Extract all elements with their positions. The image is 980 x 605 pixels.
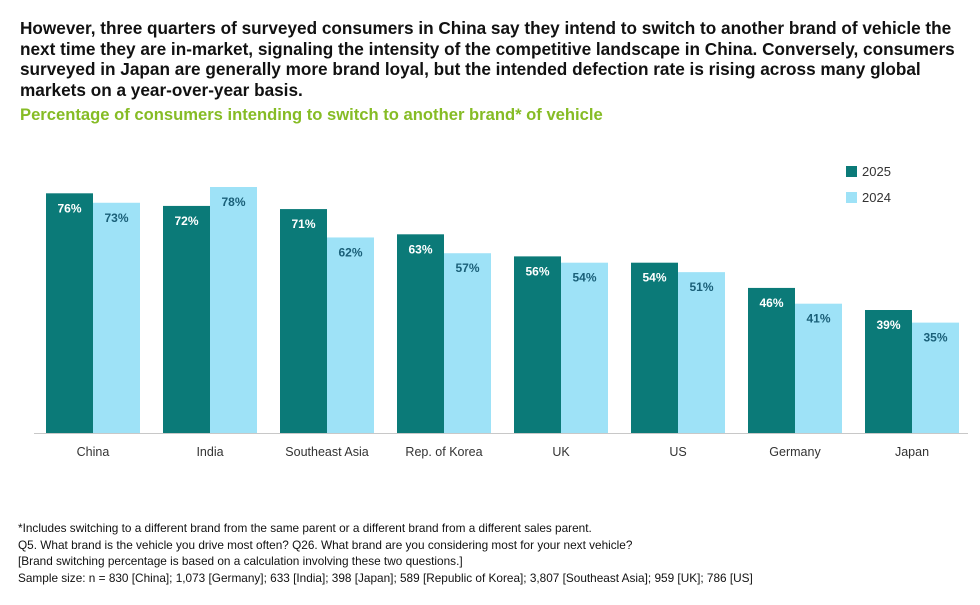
footnotes: *Includes switching to a different brand… xyxy=(18,520,968,586)
footnote-calculation: [Brand switching percentage is based on … xyxy=(18,554,463,568)
data-label-2024-india: 78% xyxy=(221,195,245,209)
bar-2025-india xyxy=(163,205,210,433)
bar-2024-japan xyxy=(912,322,959,433)
chart-subtitle: Percentage of consumers intending to swi… xyxy=(20,105,603,124)
data-label-2024-china: 73% xyxy=(104,211,128,225)
data-label-2025-india: 72% xyxy=(174,214,198,228)
bar-2024-southeast-asia xyxy=(327,237,374,433)
data-label-2024-uk: 54% xyxy=(572,271,596,285)
bar-2025-us xyxy=(631,262,678,433)
bar-2024-china xyxy=(93,202,140,433)
x-tick-china: China xyxy=(77,445,110,459)
data-label-2025-china: 76% xyxy=(57,201,81,215)
bar-chart: 76% 73% 72% 78% 71% 62% 63% 57% 56% 54% 54% 51% 46% 4… xyxy=(34,164,968,459)
data-label-2024-rep-of-korea: 57% xyxy=(455,261,479,275)
bar-2025-uk xyxy=(514,256,561,433)
headline: However, three quarters of surveyed cons… xyxy=(20,18,955,100)
x-tick-japan: Japan xyxy=(895,445,929,459)
data-label-2025-japan: 39% xyxy=(876,318,900,332)
bar-2024-rep-of-korea xyxy=(444,253,491,433)
x-tick-southeast-asia: Southeast Asia xyxy=(285,445,368,459)
data-label-2025-southeast-asia: 71% xyxy=(291,217,315,231)
bar-2025-southeast-asia xyxy=(280,209,327,433)
footnote-questions: Q5. What brand is the vehicle you drive … xyxy=(18,537,633,552)
bar-2024-germany xyxy=(795,303,842,433)
footnote-asterisk: *Includes switching to a different brand… xyxy=(18,521,592,535)
bars-group xyxy=(46,187,959,433)
legend-label-2024: 2024 xyxy=(862,190,891,205)
legend: 2025 2024 xyxy=(846,164,891,205)
data-label-2024-japan: 35% xyxy=(923,331,947,345)
data-label-2024-germany: 41% xyxy=(806,312,830,326)
legend-swatch-2024 xyxy=(846,192,857,203)
data-label-2025-us: 54% xyxy=(642,271,666,285)
data-label-2024-southeast-asia: 62% xyxy=(338,245,362,259)
legend-swatch-2025 xyxy=(846,166,857,177)
data-label-2024-us: 51% xyxy=(689,280,713,294)
bar-2024-uk xyxy=(561,262,608,433)
footnote-sample-size: Sample size: n = 830 [China]; 1,073 [Ger… xyxy=(18,570,753,585)
bar-2025-germany xyxy=(748,287,795,433)
x-tick-germany: Germany xyxy=(769,445,821,459)
x-tick-india: India xyxy=(196,445,223,459)
x-tick-labels-group: China India Southeast Asia Rep. of Korea UK U… xyxy=(77,445,929,459)
bar-2025-china xyxy=(46,193,93,433)
bar-2024-us xyxy=(678,272,725,433)
bar-2024-india xyxy=(210,187,257,433)
bar-2025-japan xyxy=(865,310,912,433)
data-label-2025-rep-of-korea: 63% xyxy=(408,242,432,256)
x-tick-us: US xyxy=(669,445,686,459)
data-labels-group: 76% 73% 72% 78% 71% 62% 63% 57% 56% 54% 54% 51% 46% 4… xyxy=(57,195,947,345)
x-tick-uk: UK xyxy=(552,445,570,459)
bar-2025-rep-of-korea xyxy=(397,234,444,433)
legend-label-2025: 2025 xyxy=(862,164,891,179)
x-tick-rep-of-korea: Rep. of Korea xyxy=(405,445,482,459)
data-label-2025-uk: 56% xyxy=(525,264,549,278)
data-label-2025-germany: 46% xyxy=(759,296,783,310)
